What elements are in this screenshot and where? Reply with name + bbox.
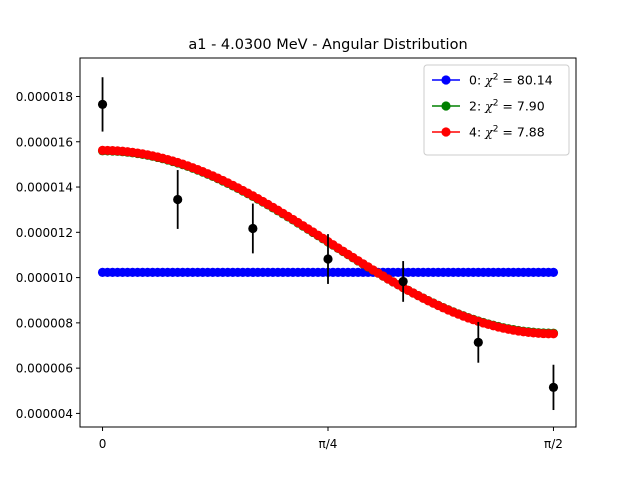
series-0-marker	[548, 267, 559, 277]
y-tick-label: 0.000008	[16, 316, 73, 330]
y-axis: 0.000004 0.000006 0.000008 0.000010 0.000012…	[16, 90, 80, 421]
experimental-point	[173, 194, 183, 205]
legend-label: 4: χ2 = 7.88	[469, 125, 545, 140]
x-tick-label: π/4	[319, 437, 338, 451]
experimental-point	[548, 382, 559, 392]
y-tick-label: 0.000016	[16, 135, 73, 149]
x-tick-label: π/2	[544, 437, 563, 451]
experimental-points	[97, 77, 559, 411]
legend-entry: 0: χ2 = 80.14	[432, 73, 553, 88]
legend: 0: χ2 = 80.14 2: χ2 = 7.90 4: χ2 = 7.88	[423, 64, 570, 156]
y-tick-label: 0.000012	[16, 226, 73, 240]
y-tick-label: 0.000004	[16, 407, 73, 421]
x-tick-label: 0	[99, 437, 107, 451]
legend-swatch-marker	[441, 127, 451, 137]
experimental-point	[473, 337, 483, 347]
y-tick-label: 0.000006	[16, 362, 73, 376]
series-2	[97, 145, 559, 339]
legend-swatch-marker	[441, 101, 451, 111]
experimental-point	[323, 254, 333, 264]
y-tick-label: 0.000014	[16, 181, 73, 195]
y-tick-label: 0.000010	[16, 271, 73, 285]
experimental-point	[248, 223, 258, 234]
experimental-point	[97, 99, 108, 110]
legend-box	[423, 64, 570, 156]
x-axis: 0 π/4 π/2	[99, 427, 563, 451]
model-curves	[97, 145, 559, 339]
series-2-marker	[548, 329, 559, 339]
legend-label: 0: χ2 = 80.14	[469, 73, 553, 88]
legend-swatch-marker	[441, 75, 451, 85]
legend-entry: 4: χ2 = 7.88	[432, 125, 545, 140]
y-tick-label: 0.000018	[16, 90, 73, 104]
legend-entry: 2: χ2 = 7.90	[432, 99, 545, 114]
series-0	[97, 267, 559, 277]
legend-label: 2: χ2 = 7.90	[469, 99, 545, 114]
experimental-point	[398, 276, 408, 287]
chart-title: a1 - 4.0300 MeV - Angular Distribution	[188, 37, 467, 53]
